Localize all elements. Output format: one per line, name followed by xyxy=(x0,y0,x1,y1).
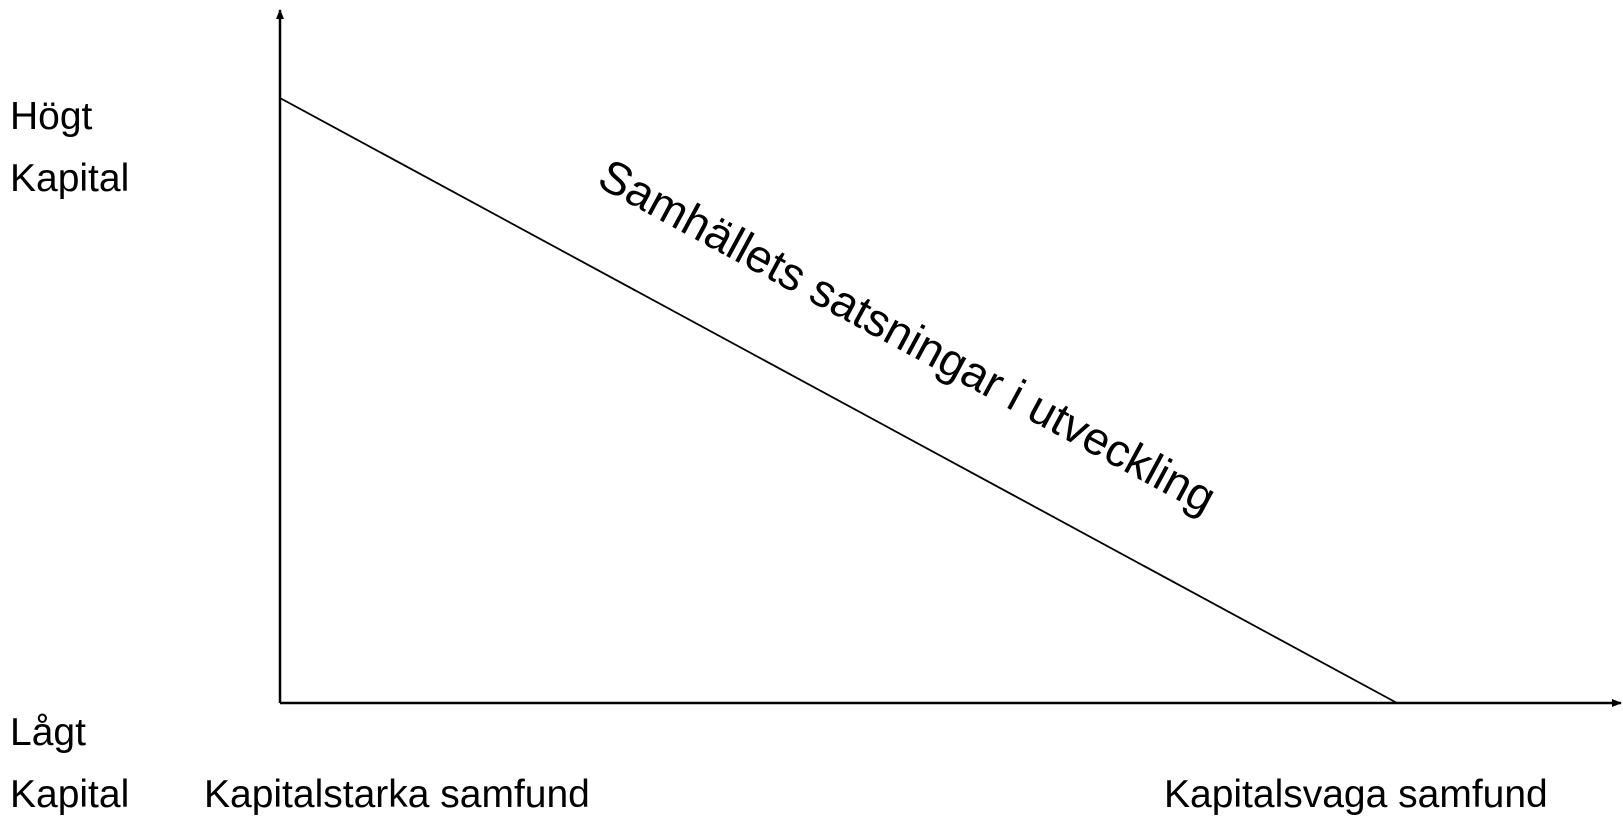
y-top-label: Kapital xyxy=(10,157,129,200)
x-right-label: Kapitalsvaga samfund xyxy=(1164,773,1548,816)
x-left-label: Kapitalstarka samfund xyxy=(204,773,590,816)
y-top-label: Högt xyxy=(10,95,93,138)
trend-line xyxy=(279,97,1398,704)
line-label: Samhällets satsningar i utveckling xyxy=(590,148,1224,523)
y-bottom-label: Lågt xyxy=(10,711,86,754)
y-bottom-label: Kapital xyxy=(10,773,129,816)
